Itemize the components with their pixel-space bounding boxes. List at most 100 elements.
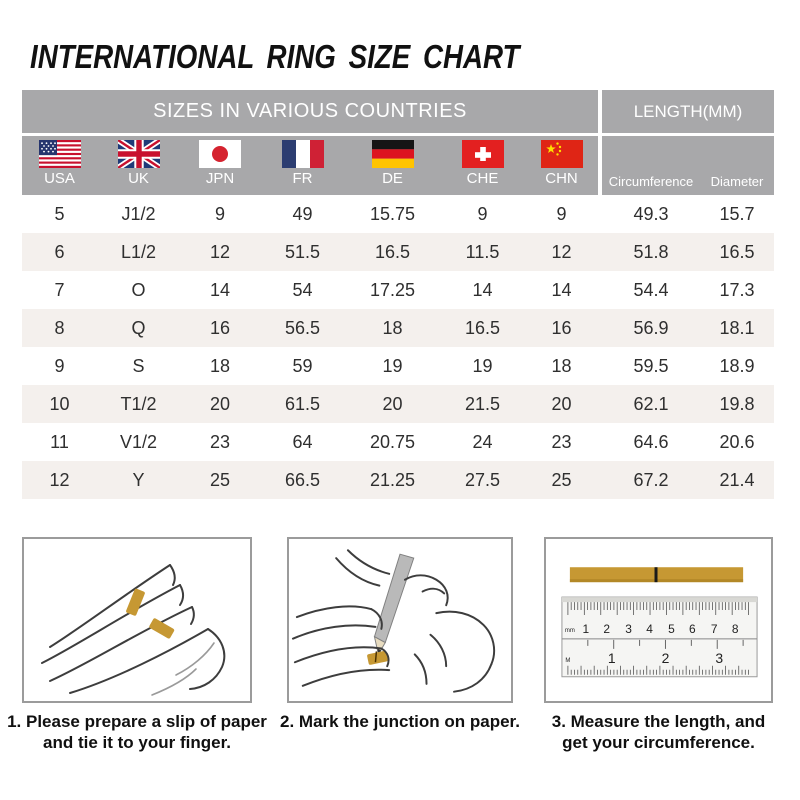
column-label-che: CHE bbox=[466, 170, 499, 187]
table-cell: 54.4 bbox=[633, 280, 669, 300]
caption-line: 1. Please prepare a slip of paper bbox=[7, 712, 267, 731]
table-cell: 9 bbox=[54, 356, 65, 376]
table-cell: 19.8 bbox=[719, 394, 755, 414]
length-sublabels: Circumference Diameter bbox=[602, 136, 774, 195]
junction-mark bbox=[654, 567, 658, 583]
ruler-ticks bbox=[567, 602, 749, 616]
table-row: 6 L1/2 12 51.5 16.5 11.5 12 51.8 16.5 bbox=[22, 233, 774, 271]
length-group-title: LENGTH(MM) bbox=[633, 101, 743, 121]
table-cell: 67.2 bbox=[633, 470, 669, 490]
table-cell: 9 bbox=[556, 204, 567, 224]
table-cell: 64.6 bbox=[633, 432, 669, 452]
table-cell: 49 bbox=[292, 204, 313, 224]
header-divider-line bbox=[602, 133, 774, 136]
header-vertical-divider bbox=[598, 90, 602, 195]
page-title: INTERNATIONAL RING SIZE CHART bbox=[30, 38, 520, 75]
table-cell: 20 bbox=[209, 394, 231, 414]
table-row: 12 Y 25 66.5 21.25 27.5 25 67.2 21.4 bbox=[22, 461, 774, 499]
countries-header-group: SIZES IN VARIOUS COUNTRIES bbox=[22, 90, 598, 195]
table-cell: 24 bbox=[472, 432, 493, 452]
table-cell: Y bbox=[132, 470, 145, 490]
instruction-box-2 bbox=[287, 537, 513, 703]
svg-text:mm: mm bbox=[565, 628, 575, 634]
table-cell: 25 bbox=[209, 470, 231, 490]
instruction-caption-1: 1. Please prepare a slip of paper and ti… bbox=[7, 711, 267, 753]
table-cell: 14 bbox=[472, 280, 493, 300]
china-flag-icon bbox=[540, 140, 583, 168]
table-cell: 14 bbox=[209, 280, 231, 300]
usa-flag-icon bbox=[38, 140, 81, 168]
table-cell: 21.5 bbox=[464, 394, 501, 414]
table-cell: 20.6 bbox=[719, 432, 755, 452]
table-cell: 15.7 bbox=[719, 204, 755, 224]
caption-line: 3. Measure the length, and bbox=[551, 712, 766, 731]
table-cell: 18.9 bbox=[719, 356, 755, 376]
column-header-che: CHE bbox=[440, 136, 525, 195]
table-cell: 12 bbox=[209, 242, 231, 262]
table-cell: 9 bbox=[214, 204, 225, 224]
header-divider-line bbox=[22, 133, 598, 136]
table-cell: 11.5 bbox=[465, 242, 500, 262]
caption-line: and tie it to your finger. bbox=[43, 733, 231, 752]
table-row: 7 O 14 54 17.25 14 14 54.4 17.3 bbox=[22, 271, 774, 309]
table-cell: 11 bbox=[50, 432, 69, 452]
table-cell: 49.3 bbox=[633, 204, 669, 224]
ring-size-table-body: 5 J1/2 9 49 15.75 9 9 49.3 15.7 6 L1/2 12 51.5 16.5 11… bbox=[22, 195, 774, 499]
column-label-fr: FR bbox=[292, 170, 313, 187]
table-cell: 7 bbox=[54, 280, 65, 300]
table-cell: 61.5 bbox=[284, 394, 321, 414]
svg-text:2: 2 bbox=[603, 622, 610, 636]
table-cell: 8 bbox=[54, 318, 65, 338]
column-label-de: DE bbox=[382, 170, 403, 187]
table-cell: 20 bbox=[382, 394, 403, 414]
column-label-circumference: Circumference bbox=[608, 174, 694, 189]
table-cell: 14 bbox=[551, 280, 572, 300]
table-cell: 51.8 bbox=[633, 242, 669, 262]
table-cell: 15.75 bbox=[369, 204, 416, 224]
svg-text:5: 5 bbox=[668, 622, 675, 636]
column-header-usa: USA bbox=[22, 136, 97, 195]
table-cell: S bbox=[132, 356, 145, 376]
switzerland-flag-icon bbox=[461, 140, 504, 168]
table-cell: 27.5 bbox=[464, 470, 501, 490]
svg-text:8: 8 bbox=[732, 622, 739, 636]
countries-group-title: SIZES IN VARIOUS COUNTRIES bbox=[153, 100, 467, 122]
column-header-chn: CHN bbox=[525, 136, 598, 195]
table-cell: 56.5 bbox=[284, 318, 321, 338]
instruction-box-1 bbox=[22, 537, 252, 703]
table-row: 9 S 18 59 19 19 18 59.5 18.9 bbox=[22, 347, 774, 385]
ruler-measurement-illustration: 1 2 3 4 5 6 7 8 mm 1 2 3 M bbox=[561, 567, 758, 678]
instruction-caption-2: 2. Mark the junction on paper. bbox=[272, 711, 528, 732]
table-cell: 18.1 bbox=[719, 318, 755, 338]
table-cell: 62.1 bbox=[633, 394, 669, 414]
column-header-fr: FR bbox=[260, 136, 345, 195]
svg-text:4: 4 bbox=[646, 622, 653, 636]
table-row: 11 V1/2 23 64 20.75 24 23 64.6 20.6 bbox=[22, 423, 774, 461]
column-label-usa: USA bbox=[44, 170, 75, 187]
ruler-ticks bbox=[567, 665, 749, 675]
caption-line: 2. Mark the junction on paper. bbox=[280, 712, 520, 731]
ruler-cm-scale: 1 2 3 4 5 6 7 8 mm bbox=[565, 622, 739, 636]
table-cell: 16 bbox=[209, 318, 231, 338]
table-cell: 16 bbox=[551, 318, 572, 338]
table-cell: 16.5 bbox=[464, 318, 501, 338]
table-cell: 6 bbox=[54, 242, 65, 262]
length-header-group: LENGTH(MM) Circumference Diameter bbox=[602, 90, 774, 195]
svg-text:1: 1 bbox=[583, 622, 590, 636]
table-cell: 21.25 bbox=[369, 470, 416, 490]
table-cell: V1/2 bbox=[119, 432, 158, 452]
svg-text:3: 3 bbox=[715, 650, 723, 666]
table-header: SIZES IN VARIOUS COUNTRIES bbox=[22, 90, 774, 195]
table-row: 8 Q 16 56.5 18 16.5 16 56.9 18.1 bbox=[22, 309, 774, 347]
table-cell: 12 bbox=[49, 470, 70, 490]
table-cell: 59 bbox=[292, 356, 313, 376]
table-cell: 25 bbox=[551, 470, 572, 490]
ring-size-table: SIZES IN VARIOUS COUNTRIES bbox=[22, 90, 774, 499]
table-row: 10 T1/2 20 61.5 20 21.5 20 62.1 19.8 bbox=[22, 385, 774, 423]
germany-flag-icon bbox=[371, 140, 414, 168]
flags-row: USA UK bbox=[22, 136, 598, 195]
table-cell: 5 bbox=[54, 204, 65, 224]
table-cell: 21.4 bbox=[719, 470, 755, 490]
column-label-chn: CHN bbox=[545, 170, 578, 187]
